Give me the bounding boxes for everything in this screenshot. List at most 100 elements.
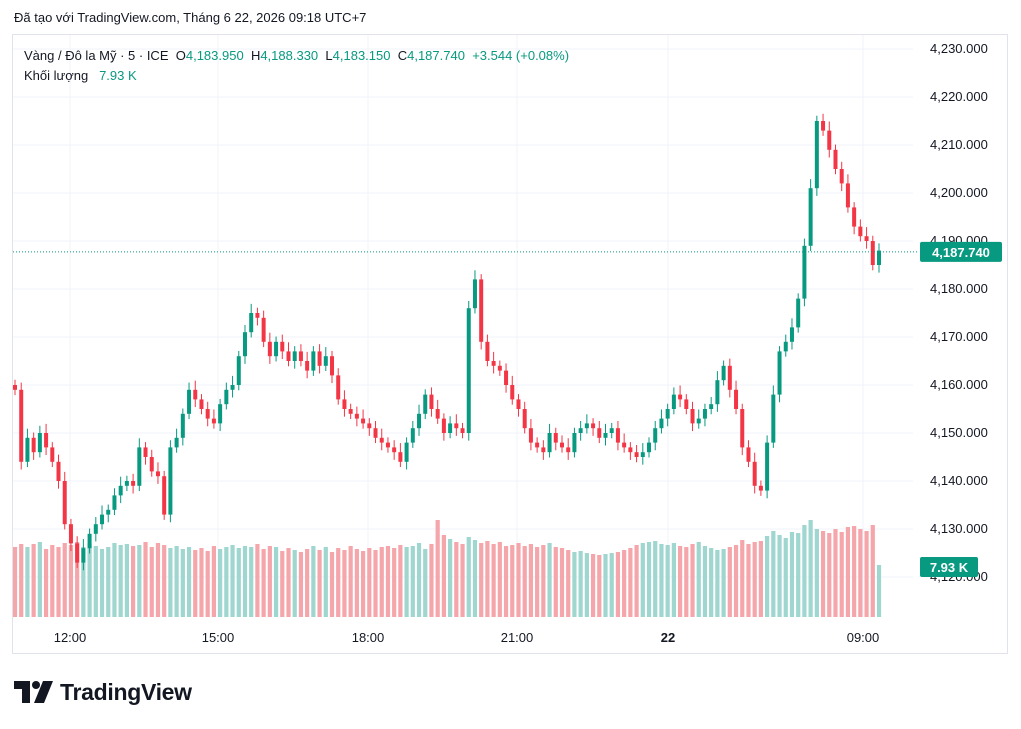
candle-body[interactable]: [410, 428, 415, 443]
candle-body[interactable]: [472, 279, 477, 309]
candle-body[interactable]: [361, 418, 366, 424]
candle-body[interactable]: [242, 332, 247, 357]
volume-label[interactable]: Khối lượng: [24, 68, 89, 83]
candle-body[interactable]: [491, 361, 496, 366]
candle-body[interactable]: [510, 385, 515, 400]
candle-body[interactable]: [516, 399, 521, 409]
candle-body[interactable]: [286, 351, 291, 361]
candle-body[interactable]: [44, 433, 49, 448]
candle-body[interactable]: [379, 437, 384, 443]
candle-body[interactable]: [37, 433, 42, 453]
candle-body[interactable]: [93, 524, 98, 534]
candle-body[interactable]: [497, 365, 502, 371]
candle-body[interactable]: [740, 409, 745, 448]
candle-body[interactable]: [50, 447, 55, 462]
candle-body[interactable]: [454, 423, 459, 429]
candle-body[interactable]: [205, 409, 210, 419]
candle-body[interactable]: [653, 428, 658, 443]
candle-body[interactable]: [100, 514, 105, 525]
candle-body[interactable]: [628, 447, 633, 453]
candle-body[interactable]: [460, 428, 465, 433]
candle-body[interactable]: [423, 394, 428, 414]
candle-body[interactable]: [354, 413, 359, 419]
candle-body[interactable]: [864, 236, 869, 241]
candle-body[interactable]: [789, 327, 794, 342]
candle-body[interactable]: [479, 279, 484, 342]
candle-body[interactable]: [280, 341, 285, 352]
candle-body[interactable]: [522, 409, 527, 429]
candle-body[interactable]: [81, 548, 86, 563]
candle-body[interactable]: [709, 404, 714, 409]
candlestick-chart[interactable]: 4,230.0004,220.0004,210.0004,200.0004,19…: [13, 35, 1007, 653]
candle-body[interactable]: [665, 409, 670, 419]
candle-body[interactable]: [833, 149, 838, 169]
candle-body[interactable]: [746, 447, 751, 462]
candle-body[interactable]: [162, 476, 167, 515]
candle-body[interactable]: [124, 481, 129, 486]
candle-body[interactable]: [441, 418, 446, 433]
candle-body[interactable]: [591, 423, 596, 429]
symbol-name[interactable]: Vàng / Đô la Mỹ · 5 · ICE: [24, 48, 169, 63]
candle-body[interactable]: [659, 418, 664, 429]
candle-body[interactable]: [783, 341, 788, 352]
candle-body[interactable]: [827, 130, 832, 150]
candle-body[interactable]: [87, 533, 92, 549]
candle-body[interactable]: [118, 485, 123, 496]
candle-body[interactable]: [603, 433, 608, 438]
candle-body[interactable]: [255, 313, 260, 318]
candle-body[interactable]: [541, 447, 546, 453]
candle-body[interactable]: [678, 394, 683, 400]
candle-body[interactable]: [211, 418, 216, 424]
candle-body[interactable]: [466, 308, 471, 433]
candle-body[interactable]: [137, 447, 142, 486]
candle-body[interactable]: [758, 485, 763, 491]
candle-body[interactable]: [839, 169, 844, 184]
candle-body[interactable]: [106, 509, 111, 515]
candle-body[interactable]: [417, 413, 422, 429]
candle-body[interactable]: [870, 241, 875, 265]
candle-body[interactable]: [13, 385, 17, 390]
candle-body[interactable]: [485, 341, 490, 361]
tradingview-logo[interactable]: TradingView: [14, 678, 192, 706]
candle-body[interactable]: [429, 394, 434, 409]
candle-body[interactable]: [392, 447, 397, 453]
candle-body[interactable]: [702, 409, 707, 419]
candle-body[interactable]: [578, 428, 583, 433]
candle-body[interactable]: [845, 183, 850, 208]
candle-body[interactable]: [112, 495, 117, 510]
candle-body[interactable]: [143, 447, 148, 457]
candle-body[interactable]: [671, 394, 676, 409]
candle-body[interactable]: [547, 433, 552, 453]
candle-body[interactable]: [336, 375, 341, 400]
candle-body[interactable]: [852, 207, 857, 227]
candle-body[interactable]: [249, 313, 254, 333]
candle-body[interactable]: [504, 370, 509, 385]
candle-body[interactable]: [814, 121, 819, 189]
candle-body[interactable]: [584, 423, 589, 429]
candle-body[interactable]: [56, 461, 61, 481]
candle-body[interactable]: [224, 389, 229, 405]
candle-body[interactable]: [149, 457, 154, 472]
candle-body[interactable]: [62, 481, 67, 525]
candle-body[interactable]: [771, 394, 776, 443]
candle-body[interactable]: [274, 341, 279, 357]
candle-body[interactable]: [647, 442, 652, 453]
candle-body[interactable]: [640, 452, 645, 457]
candle-body[interactable]: [715, 380, 720, 405]
candle-body[interactable]: [684, 399, 689, 409]
candle-body[interactable]: [373, 428, 378, 438]
candle-body[interactable]: [25, 437, 30, 462]
candle-body[interactable]: [721, 365, 726, 381]
candle-body[interactable]: [317, 351, 322, 366]
candle-body[interactable]: [31, 437, 36, 453]
candle-body[interactable]: [330, 356, 335, 376]
candle-body[interactable]: [75, 543, 80, 563]
candle-body[interactable]: [193, 389, 198, 400]
candle-body[interactable]: [559, 442, 564, 448]
candle-body[interactable]: [734, 389, 739, 409]
candle-body[interactable]: [765, 442, 770, 491]
candle-body[interactable]: [727, 365, 732, 390]
candle-body[interactable]: [199, 399, 204, 409]
candle-body[interactable]: [367, 423, 372, 429]
candle-body[interactable]: [622, 442, 627, 448]
